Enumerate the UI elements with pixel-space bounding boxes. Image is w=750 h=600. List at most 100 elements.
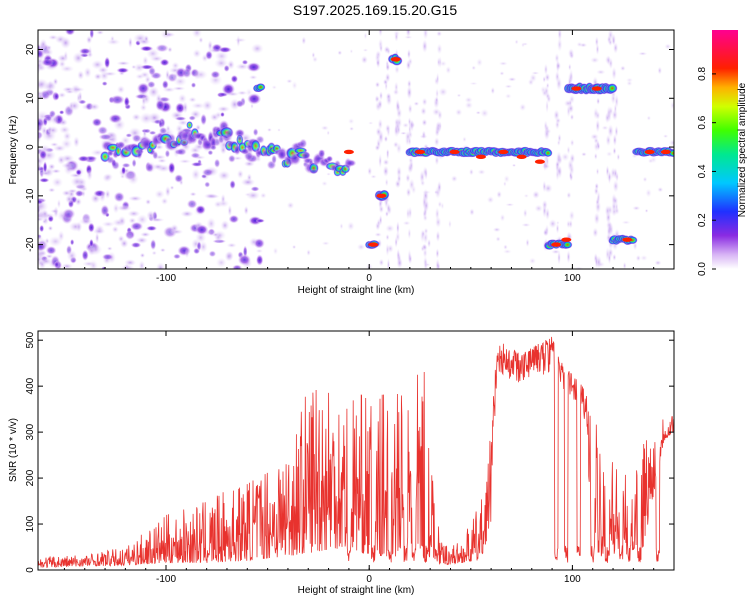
heatmap-cell — [292, 244, 297, 250]
heatmap-cell — [91, 117, 103, 127]
heatmap-cell — [499, 71, 505, 76]
heatmap-cell — [608, 106, 614, 116]
heatmap-cell — [349, 126, 354, 131]
heatmap-cell — [375, 127, 382, 137]
heatmap-cell — [421, 118, 428, 127]
spectrogram-y-tick-label: -20 — [25, 237, 36, 252]
heatmap-cell — [385, 124, 391, 133]
heatmap-cell — [117, 204, 132, 212]
heatmap-cell — [427, 238, 431, 248]
heatmap-cell — [142, 55, 149, 66]
heatmap-cell — [48, 34, 58, 41]
heatmap-cell — [83, 67, 92, 78]
heatmap-cell — [173, 253, 181, 260]
heatmap-cell — [106, 38, 121, 46]
heatmap-cell — [621, 220, 631, 225]
spectrogram-y-tick-label: 20 — [25, 44, 36, 56]
heatmap-cell — [42, 219, 47, 224]
heatmap-cell — [155, 99, 165, 111]
heatmap-core — [591, 86, 602, 91]
heatmap-cell — [505, 203, 515, 207]
heatmap-cell — [202, 168, 214, 177]
heatmap-cell — [377, 99, 383, 110]
heatmap-cell — [246, 62, 261, 72]
heatmap-cell — [136, 236, 148, 244]
heatmap-core — [376, 193, 387, 199]
heatmap-cell — [647, 158, 654, 164]
heatmap-cell — [44, 115, 53, 122]
heatmap-cell — [570, 114, 574, 121]
heatmap-cell — [128, 195, 143, 202]
heatmap-cell — [611, 67, 617, 80]
heatmap-cell — [574, 266, 584, 269]
heatmap-cell — [220, 220, 230, 231]
heatmap-cell — [224, 129, 234, 138]
heatmap-cell — [385, 210, 389, 217]
heatmap-cell — [248, 216, 262, 226]
heatmap-cell — [158, 119, 163, 129]
heatmap-cell — [396, 173, 402, 184]
heatmap-cell — [523, 193, 529, 198]
heatmap-cell — [507, 77, 517, 82]
heatmap-cell — [568, 63, 572, 71]
heatmap-cell — [595, 198, 600, 206]
heatmap-cell — [543, 120, 548, 132]
heatmap-cell — [97, 66, 109, 74]
heatmap-cell — [556, 151, 562, 163]
heatmap-cell — [409, 120, 414, 133]
heatmap-cell — [569, 69, 574, 83]
heatmap-cell — [385, 92, 392, 101]
heatmap-cell — [386, 258, 391, 269]
colorbar-tick-label: 0.6 — [697, 115, 708, 129]
heatmap-cell — [96, 30, 104, 35]
heatmap-cell — [110, 94, 125, 105]
heatmap-cell — [86, 169, 93, 181]
colorbar-label: Normalized spectral amplitude — [737, 82, 748, 217]
heatmap-cell — [378, 205, 384, 214]
heatmap-cell — [67, 188, 78, 194]
heatmap-cell — [455, 108, 463, 116]
heatmap-cell — [434, 76, 439, 86]
heatmap-cell — [594, 36, 599, 47]
heatmap-cell — [75, 197, 82, 206]
heatmap-cell — [514, 39, 519, 45]
heatmap-cell — [43, 48, 54, 57]
spectrogram-frame — [37, 29, 675, 270]
heatmap-cell — [422, 195, 427, 209]
heatmap-cell — [616, 153, 620, 161]
heatmap-cell — [421, 230, 426, 238]
heatmap-cell — [61, 154, 74, 163]
heatmap-cell — [396, 257, 403, 269]
heatmap-cell — [207, 40, 213, 51]
heatmap-cell — [490, 87, 495, 95]
heatmap-cell — [106, 156, 115, 164]
heatmap-cell — [76, 92, 81, 104]
heatmap-cell — [642, 176, 648, 183]
heatmap-cell — [141, 95, 147, 107]
heatmap-cell — [46, 80, 56, 91]
heatmap-cell — [394, 81, 399, 93]
colorbar-ticks: 0.0 0.2 0.4 0.6 0.8 — [697, 67, 716, 276]
snr-y-tick-label: 0 — [25, 567, 36, 573]
heatmap-cell — [567, 159, 574, 172]
heatmap-cell — [512, 163, 516, 167]
heatmap-cell — [138, 260, 145, 269]
heatmap-cell — [605, 134, 611, 147]
snr-panel: -100 0 100 0 100 200 300 400 500 Height of strai… — [8, 330, 675, 596]
heatmap-cell — [120, 239, 129, 248]
heatmap-cell — [607, 170, 612, 185]
heatmap-cell — [128, 217, 137, 224]
heatmap-cell — [541, 200, 548, 210]
heatmap-cell — [223, 64, 230, 72]
heatmap-cell — [40, 170, 52, 176]
heatmap-cell — [191, 168, 201, 181]
heatmap-cell — [437, 201, 442, 208]
heatmap-cell — [286, 79, 293, 84]
heatmap-cell — [475, 111, 481, 115]
heatmap-cell — [113, 191, 125, 203]
heatmap-cell — [136, 214, 148, 225]
heatmap-cell — [557, 133, 562, 143]
heatmap-cell — [610, 92, 616, 105]
heatmap-cell — [606, 151, 613, 157]
